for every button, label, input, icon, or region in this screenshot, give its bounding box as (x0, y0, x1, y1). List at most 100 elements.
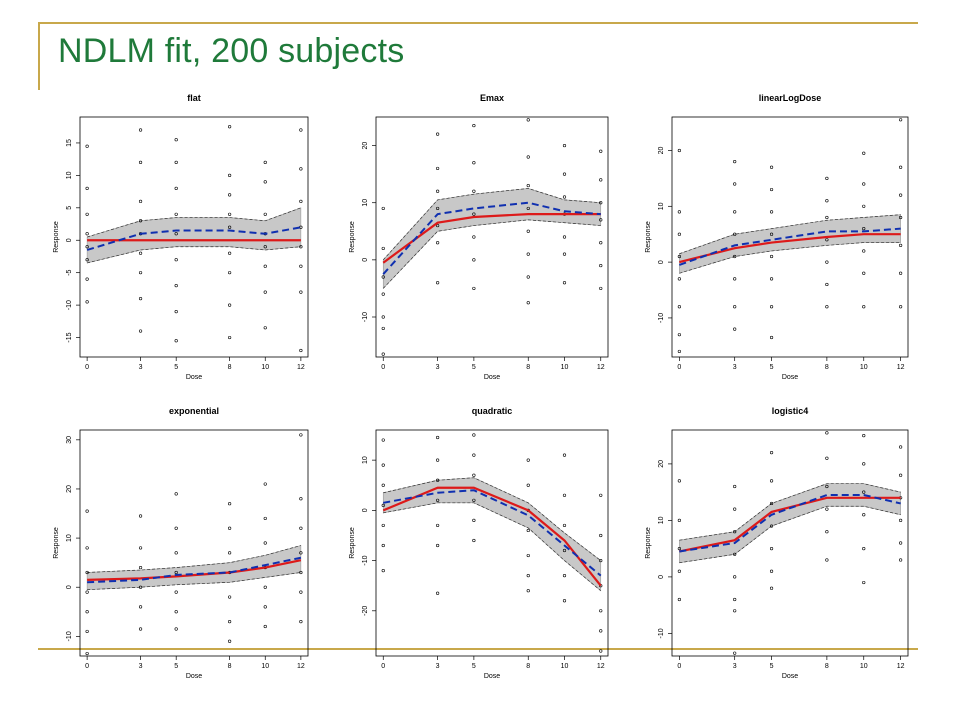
data-point (599, 178, 603, 182)
data-point (472, 258, 476, 262)
data-point (263, 180, 267, 184)
y-axis-label: Response (349, 527, 356, 559)
data-point (228, 303, 232, 307)
x-tick-label: 10 (561, 364, 569, 371)
band-edge (679, 483, 901, 541)
x-tick-label: 10 (561, 663, 569, 670)
x-axis-label: Dose (484, 374, 500, 381)
data-point (677, 254, 681, 259)
data-point (381, 275, 385, 279)
x-tick-label: 3 (733, 663, 737, 670)
x-tick-label: 8 (526, 663, 530, 670)
data-point (733, 597, 737, 602)
data-point (85, 509, 89, 513)
x-tick-label: 12 (897, 663, 905, 670)
data-point (733, 507, 737, 511)
data-point (228, 193, 232, 197)
data-point (436, 498, 440, 502)
true-mean-line (679, 233, 901, 264)
x-tick-label: 12 (597, 663, 605, 670)
x-tick-label: 5 (472, 663, 476, 670)
data-point (85, 651, 89, 656)
accent-line-bottom (38, 648, 918, 650)
data-point (472, 189, 476, 193)
data-point (228, 620, 232, 624)
y-axis-label: Response (53, 221, 60, 253)
data-point (299, 245, 303, 249)
y-tick-label: 10 (658, 202, 665, 210)
y-tick-label: 10 (658, 516, 665, 524)
accent-line-vertical (38, 22, 40, 90)
plot-frame (671, 429, 909, 657)
data-point (138, 160, 143, 165)
data-point (381, 483, 385, 487)
data-point (138, 585, 143, 589)
data-point (677, 210, 681, 214)
data-point (677, 148, 681, 153)
fit-line (383, 489, 602, 577)
data-point (263, 482, 267, 486)
data-point (769, 586, 774, 590)
data-point (562, 143, 567, 148)
data-point (299, 497, 303, 501)
data-point (677, 479, 681, 483)
data-point (299, 264, 303, 268)
x-tick-label: 0 (381, 663, 385, 670)
data-point (381, 438, 385, 442)
data-point (263, 541, 267, 545)
data-point (299, 570, 303, 575)
data-point (138, 297, 143, 301)
data-point (526, 252, 530, 256)
data-point (138, 128, 143, 132)
y-tick-label: -10 (66, 300, 73, 310)
chart-title: Emax (480, 93, 504, 103)
data-point (862, 151, 866, 155)
data-point (85, 232, 89, 236)
data-point (381, 543, 385, 548)
band-edge (87, 572, 301, 591)
y-tick-label: -10 (66, 631, 73, 641)
data-point (599, 558, 603, 563)
data-point (599, 241, 603, 245)
x-tick-label: 5 (770, 364, 774, 371)
data-point (263, 245, 267, 249)
data-point (733, 182, 737, 186)
y-tick-label: 20 (66, 485, 73, 493)
fit-line (86, 226, 302, 251)
data-point (862, 547, 866, 551)
data-point (677, 518, 681, 523)
x-tick-label: 5 (472, 364, 476, 371)
data-point (769, 569, 774, 573)
accent-line-top (38, 22, 918, 24)
data-point (472, 286, 476, 291)
band-edge (87, 246, 301, 264)
data-point (733, 651, 737, 655)
data-point (381, 246, 385, 251)
data-point (228, 639, 232, 643)
data-point (599, 609, 603, 613)
data-point (381, 503, 385, 507)
data-point (862, 227, 866, 231)
data-point (825, 484, 829, 489)
data-point (862, 182, 866, 186)
data-point (85, 277, 89, 281)
fit-line (87, 556, 302, 584)
data-point (562, 523, 567, 528)
plot-frame (375, 429, 609, 657)
data-point (526, 553, 530, 558)
data-point (733, 305, 737, 309)
data-point (174, 590, 178, 594)
data-point (174, 610, 178, 614)
x-axis-label: Dose (186, 374, 202, 381)
data-point (85, 590, 89, 594)
data-point (599, 218, 603, 222)
data-point (677, 547, 681, 551)
data-point (174, 284, 178, 288)
y-tick-label: 20 (658, 460, 665, 468)
data-point (526, 458, 530, 462)
data-point (899, 558, 903, 562)
y-tick-label: 0 (66, 585, 73, 589)
y-tick-label: 20 (658, 146, 665, 154)
data-point (677, 232, 681, 236)
data-point (472, 433, 476, 437)
